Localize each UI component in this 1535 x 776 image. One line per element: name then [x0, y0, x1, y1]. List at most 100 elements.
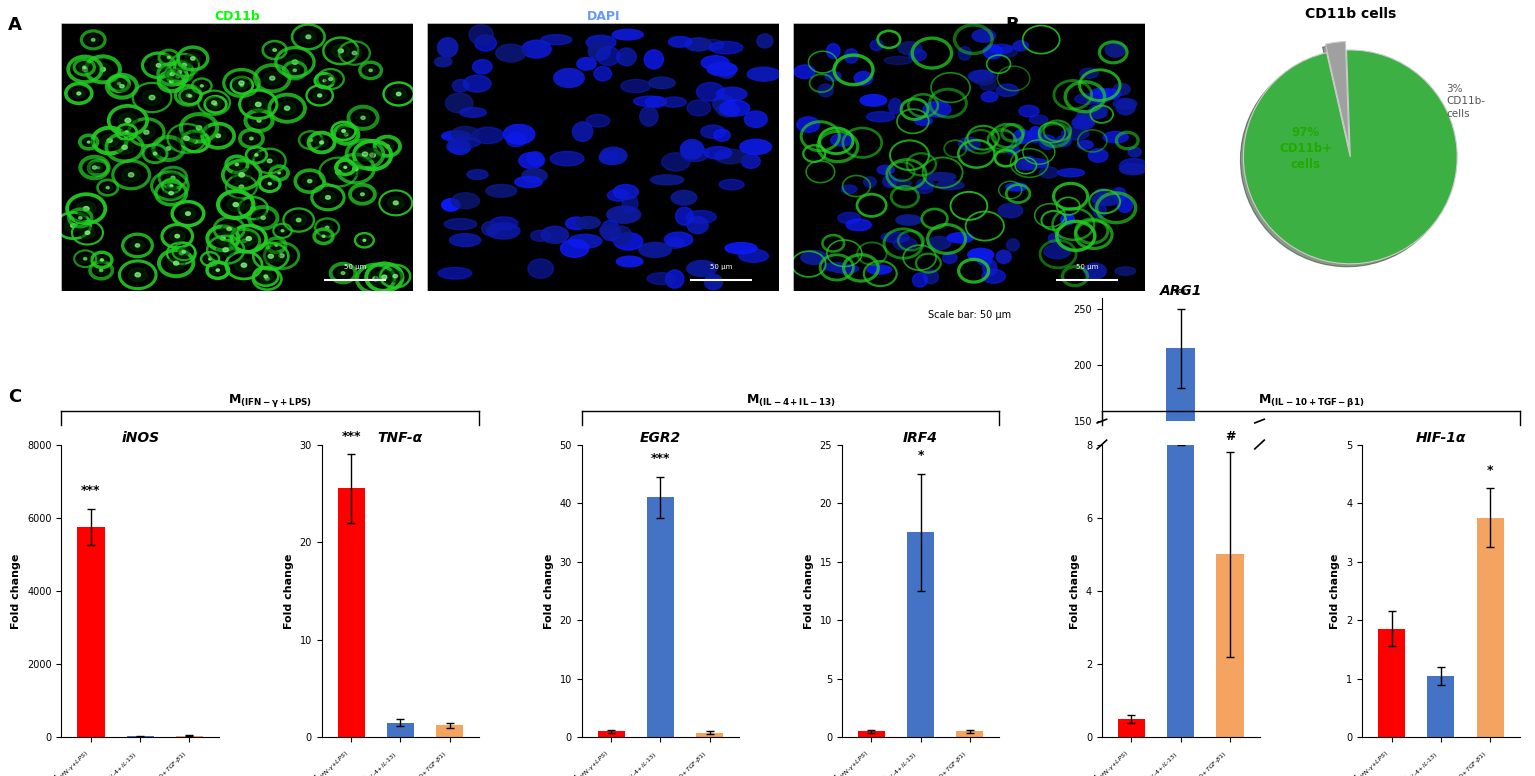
Bar [1216, 554, 1243, 737]
Circle shape [206, 255, 215, 262]
Circle shape [250, 206, 255, 210]
Circle shape [338, 126, 350, 136]
Circle shape [266, 277, 269, 280]
Ellipse shape [577, 57, 596, 70]
Circle shape [385, 145, 390, 147]
Y-axis label: Fold change: Fold change [1070, 553, 1081, 629]
Ellipse shape [972, 29, 995, 42]
Circle shape [370, 153, 376, 158]
Circle shape [305, 35, 310, 39]
Circle shape [352, 51, 356, 55]
Circle shape [255, 102, 261, 106]
Circle shape [236, 81, 247, 89]
Ellipse shape [507, 133, 527, 147]
Ellipse shape [688, 217, 708, 234]
Circle shape [77, 202, 95, 216]
Ellipse shape [867, 265, 892, 274]
Ellipse shape [881, 232, 909, 242]
Circle shape [72, 88, 86, 99]
Ellipse shape [1013, 41, 1028, 51]
Ellipse shape [600, 147, 626, 165]
Circle shape [387, 196, 404, 209]
Ellipse shape [662, 97, 686, 107]
Ellipse shape [797, 117, 820, 133]
Ellipse shape [540, 35, 571, 45]
Circle shape [359, 237, 368, 244]
Ellipse shape [1119, 164, 1147, 175]
Circle shape [364, 148, 382, 162]
Circle shape [175, 234, 180, 238]
Ellipse shape [1113, 83, 1130, 95]
Circle shape [267, 159, 272, 163]
Circle shape [264, 180, 275, 188]
Ellipse shape [662, 153, 689, 171]
Circle shape [193, 140, 198, 143]
Ellipse shape [936, 181, 964, 190]
Title: EGR2: EGR2 [640, 431, 682, 445]
Ellipse shape [451, 126, 479, 140]
Circle shape [84, 139, 94, 145]
Ellipse shape [600, 220, 620, 241]
Ellipse shape [738, 249, 769, 262]
Circle shape [393, 201, 398, 205]
Ellipse shape [675, 207, 694, 225]
Circle shape [106, 186, 109, 189]
Circle shape [170, 72, 175, 76]
Circle shape [239, 185, 244, 189]
Text: 50 µm: 50 µm [711, 264, 732, 270]
Circle shape [259, 272, 272, 281]
Circle shape [275, 170, 284, 176]
Ellipse shape [645, 50, 663, 69]
Circle shape [236, 235, 252, 247]
Ellipse shape [640, 106, 659, 126]
Text: C: C [8, 388, 21, 406]
Circle shape [167, 184, 172, 188]
Ellipse shape [913, 273, 927, 287]
Circle shape [115, 140, 134, 154]
Circle shape [78, 217, 81, 219]
Circle shape [375, 270, 393, 284]
Ellipse shape [540, 227, 568, 244]
Ellipse shape [896, 215, 921, 225]
Circle shape [129, 268, 147, 282]
Circle shape [100, 269, 103, 272]
Ellipse shape [646, 97, 666, 108]
Circle shape [255, 154, 258, 156]
Circle shape [367, 272, 385, 286]
Circle shape [281, 230, 284, 232]
Circle shape [227, 198, 244, 211]
Circle shape [135, 272, 141, 277]
Circle shape [216, 134, 221, 137]
Circle shape [166, 147, 170, 151]
Circle shape [318, 94, 322, 97]
Circle shape [154, 152, 157, 155]
Circle shape [353, 167, 358, 171]
Ellipse shape [1044, 244, 1070, 258]
Circle shape [190, 57, 195, 61]
Ellipse shape [1062, 127, 1088, 140]
Circle shape [252, 151, 261, 159]
Circle shape [233, 203, 238, 206]
Circle shape [356, 147, 375, 161]
Ellipse shape [560, 240, 589, 258]
Ellipse shape [709, 41, 743, 54]
Circle shape [206, 97, 223, 109]
Ellipse shape [981, 92, 998, 102]
Circle shape [115, 81, 129, 92]
Ellipse shape [1028, 126, 1042, 143]
Ellipse shape [554, 68, 585, 88]
Ellipse shape [686, 261, 717, 276]
Ellipse shape [482, 221, 499, 236]
Circle shape [189, 137, 203, 147]
Bar [1428, 676, 1454, 737]
Circle shape [118, 113, 138, 128]
Circle shape [177, 131, 196, 146]
Circle shape [227, 227, 232, 230]
Circle shape [235, 163, 238, 166]
Circle shape [201, 85, 203, 87]
Ellipse shape [701, 40, 723, 50]
Circle shape [130, 240, 144, 251]
Circle shape [180, 251, 184, 255]
Circle shape [362, 152, 368, 156]
Bar [1477, 518, 1504, 737]
